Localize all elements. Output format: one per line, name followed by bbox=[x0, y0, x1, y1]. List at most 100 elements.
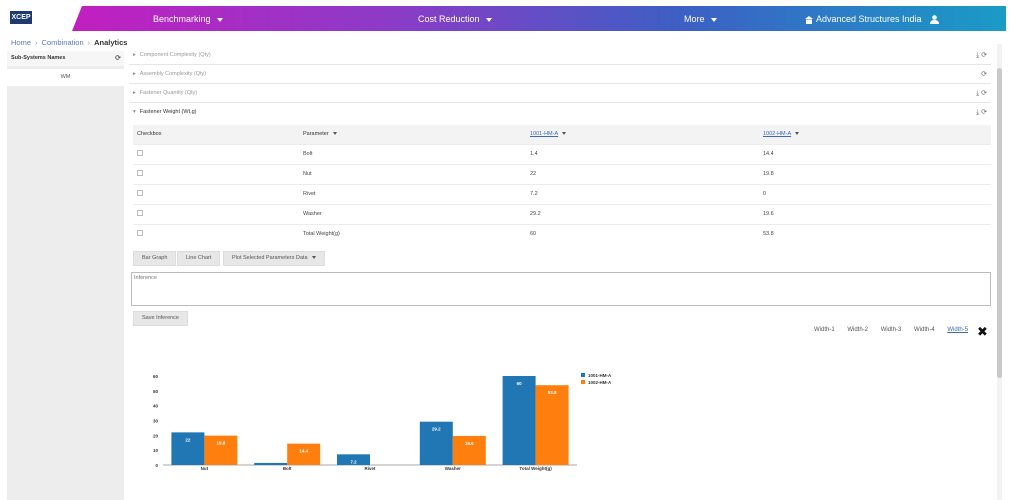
bar-1001-HM-A-Nut bbox=[171, 432, 205, 465]
column-header-1001-hm-a[interactable]: 1001-HM-A bbox=[526, 125, 759, 144]
sort-caret-icon[interactable] bbox=[795, 132, 800, 136]
nav-cost-reduction-label: Cost Reduction bbox=[418, 14, 480, 24]
sidebar-title: Sub-Systems Names ⟳ bbox=[7, 51, 124, 66]
plot-selected-label: Plot Selected Parameters Data bbox=[232, 255, 308, 261]
refresh-icon[interactable]: ⟳ bbox=[981, 109, 987, 116]
inference-textarea[interactable] bbox=[131, 272, 991, 306]
nav-benchmarking[interactable]: Benchmarking bbox=[153, 12, 223, 26]
bar-1001-HM-A-Bolt bbox=[254, 462, 288, 465]
sidebar: Sub-Systems Names ⟳ WM bbox=[7, 51, 124, 500]
line-chart-button[interactable]: Line Chart bbox=[177, 251, 221, 266]
breadcrumb-current: Analytics bbox=[94, 38, 128, 47]
row-checkbox[interactable] bbox=[137, 190, 143, 196]
table-cell: 1.4 bbox=[526, 143, 759, 164]
y-tick-label: 20 bbox=[153, 433, 159, 438]
brand-logo[interactable]: XCEP bbox=[10, 11, 32, 24]
accordion-label: Fastener Weight (Wt,g) bbox=[139, 109, 197, 115]
table-cell: 22 bbox=[526, 163, 759, 184]
data-label: 22 bbox=[185, 437, 191, 442]
breadcrumb-separator: › bbox=[87, 38, 91, 47]
data-label: 29.2 bbox=[432, 427, 441, 432]
fastener-weight-table: Checkbox Parameter 1001-HM-A 1002-HM-A B… bbox=[133, 125, 991, 244]
accordion-fastener-weight[interactable]: ▾ Fastener Weight (Wt,g) ⤓ ⟳ bbox=[129, 103, 991, 122]
row-checkbox-cell bbox=[133, 203, 299, 224]
plot-selected-dropdown[interactable]: Plot Selected Parameters Data bbox=[223, 251, 325, 266]
bar-graph-button[interactable]: Bar Graph bbox=[133, 251, 177, 266]
width-option-selected[interactable]: Width-5 bbox=[947, 327, 969, 333]
row-checkbox[interactable] bbox=[137, 150, 143, 156]
column-header-label: 1002-HM-A bbox=[763, 131, 792, 138]
refresh-icon[interactable]: ⟳ bbox=[981, 52, 987, 59]
accordion-actions: ⟳ bbox=[981, 65, 987, 84]
x-tick-label: Rivet bbox=[364, 466, 376, 471]
sort-caret-icon[interactable] bbox=[562, 132, 567, 136]
table-row: Washer 29.2 19.6 bbox=[133, 203, 991, 224]
x-tick-label: Total Weight(g) bbox=[519, 466, 552, 471]
table-cell: 7.2 bbox=[526, 183, 759, 204]
width-option[interactable]: Width-2 bbox=[847, 327, 869, 333]
column-header-1002-hm-a[interactable]: 1002-HM-A bbox=[759, 125, 991, 144]
table-row: Total Weight(g) 60 53.8 bbox=[133, 223, 991, 244]
nav-company[interactable]: Advanced Structures India bbox=[805, 12, 940, 26]
legend-label: 1002-HM-A bbox=[588, 380, 612, 385]
y-tick-label: 10 bbox=[153, 448, 159, 453]
sort-caret-icon[interactable] bbox=[332, 132, 337, 136]
table-cell: 60 bbox=[526, 223, 759, 244]
accordion-label: Component Complexity (Qty) bbox=[139, 52, 211, 58]
column-header-parameter[interactable]: Parameter bbox=[299, 125, 526, 144]
download-icon[interactable]: ⤓ bbox=[976, 109, 980, 116]
bar-1002-HM-A-Washer bbox=[452, 435, 486, 465]
caret-right-icon: ▸ bbox=[133, 90, 136, 96]
caret-right-icon: ▸ bbox=[133, 52, 136, 58]
row-checkbox[interactable] bbox=[137, 170, 143, 176]
data-label: 7.2 bbox=[350, 459, 357, 464]
chevron-down-icon bbox=[311, 256, 316, 260]
nav-more[interactable]: More bbox=[684, 12, 717, 26]
sidebar-item-wm[interactable]: WM bbox=[7, 69, 124, 86]
refresh-icon[interactable]: ⟳ bbox=[981, 71, 987, 78]
width-option[interactable]: Width-3 bbox=[880, 327, 902, 333]
accordion-actions: ⤓ ⟳ bbox=[976, 84, 987, 103]
accordion-fastener-quantity[interactable]: ▸ Fastener Quantity (Qty) ⤓ ⟳ bbox=[129, 84, 991, 103]
table-cell: 53.8 bbox=[759, 223, 991, 244]
close-icon[interactable]: ✖ bbox=[977, 324, 988, 339]
row-checkbox[interactable] bbox=[137, 210, 143, 216]
x-tick-label: Washer bbox=[445, 466, 461, 471]
accordion-actions: ⤓ ⟳ bbox=[976, 103, 987, 122]
table-cell: Total Weight(g) bbox=[299, 223, 526, 244]
accordion-label: Assembly Complexity (Qty) bbox=[139, 71, 207, 77]
breadcrumb-home[interactable]: Home bbox=[11, 38, 32, 47]
bar-1001-HM-A-Rivet bbox=[337, 454, 370, 465]
accordion-component-complexity[interactable]: ▸ Component Complexity (Qty) ⤓ ⟳ bbox=[129, 46, 991, 65]
nav-cost-reduction[interactable]: Cost Reduction bbox=[418, 12, 492, 26]
table-cell: 29.2 bbox=[526, 203, 759, 224]
breadcrumb: Home › Combination › Analytics bbox=[11, 38, 127, 47]
row-checkbox[interactable] bbox=[137, 230, 143, 237]
chevron-down-icon bbox=[710, 17, 717, 22]
save-inference-button[interactable]: Save Inference bbox=[133, 311, 188, 326]
company-name: Advanced Structures India bbox=[816, 14, 922, 24]
refresh-icon[interactable]: ⟳ bbox=[981, 90, 987, 97]
top-navigation: XCEP Benchmarking Cost Reduction More Ad… bbox=[0, 0, 1012, 37]
y-tick-label: 30 bbox=[153, 419, 159, 424]
x-tick-label: Nut bbox=[201, 466, 209, 471]
table-header-row: Checkbox Parameter 1001-HM-A 1002-HM-A bbox=[133, 125, 991, 144]
nav-band bbox=[72, 6, 1006, 31]
table-row: Bolt 1.4 14.4 bbox=[133, 143, 991, 164]
breadcrumb-combination[interactable]: Combination bbox=[41, 38, 84, 47]
legend-swatch bbox=[581, 373, 585, 377]
column-header-checkbox: Checkbox bbox=[133, 125, 299, 144]
scrollbar-thumb[interactable] bbox=[997, 68, 1002, 378]
y-tick-label: 0 bbox=[155, 463, 158, 468]
caret-right-icon: ▸ bbox=[133, 71, 136, 77]
user-icon[interactable] bbox=[930, 15, 940, 25]
accordion-assembly-complexity[interactable]: ▸ Assembly Complexity (Qty) ⟳ bbox=[129, 65, 991, 84]
table-row: Rivet 7.2 0 bbox=[133, 183, 991, 204]
download-icon[interactable]: ⤓ bbox=[976, 52, 980, 59]
table-cell: 0 bbox=[759, 183, 991, 204]
width-option[interactable]: Width-4 bbox=[914, 327, 935, 333]
download-icon[interactable]: ⤓ bbox=[976, 90, 980, 97]
width-option[interactable]: Width-1 bbox=[814, 327, 835, 333]
row-checkbox-cell bbox=[133, 143, 299, 164]
refresh-icon[interactable]: ⟳ bbox=[115, 55, 121, 62]
